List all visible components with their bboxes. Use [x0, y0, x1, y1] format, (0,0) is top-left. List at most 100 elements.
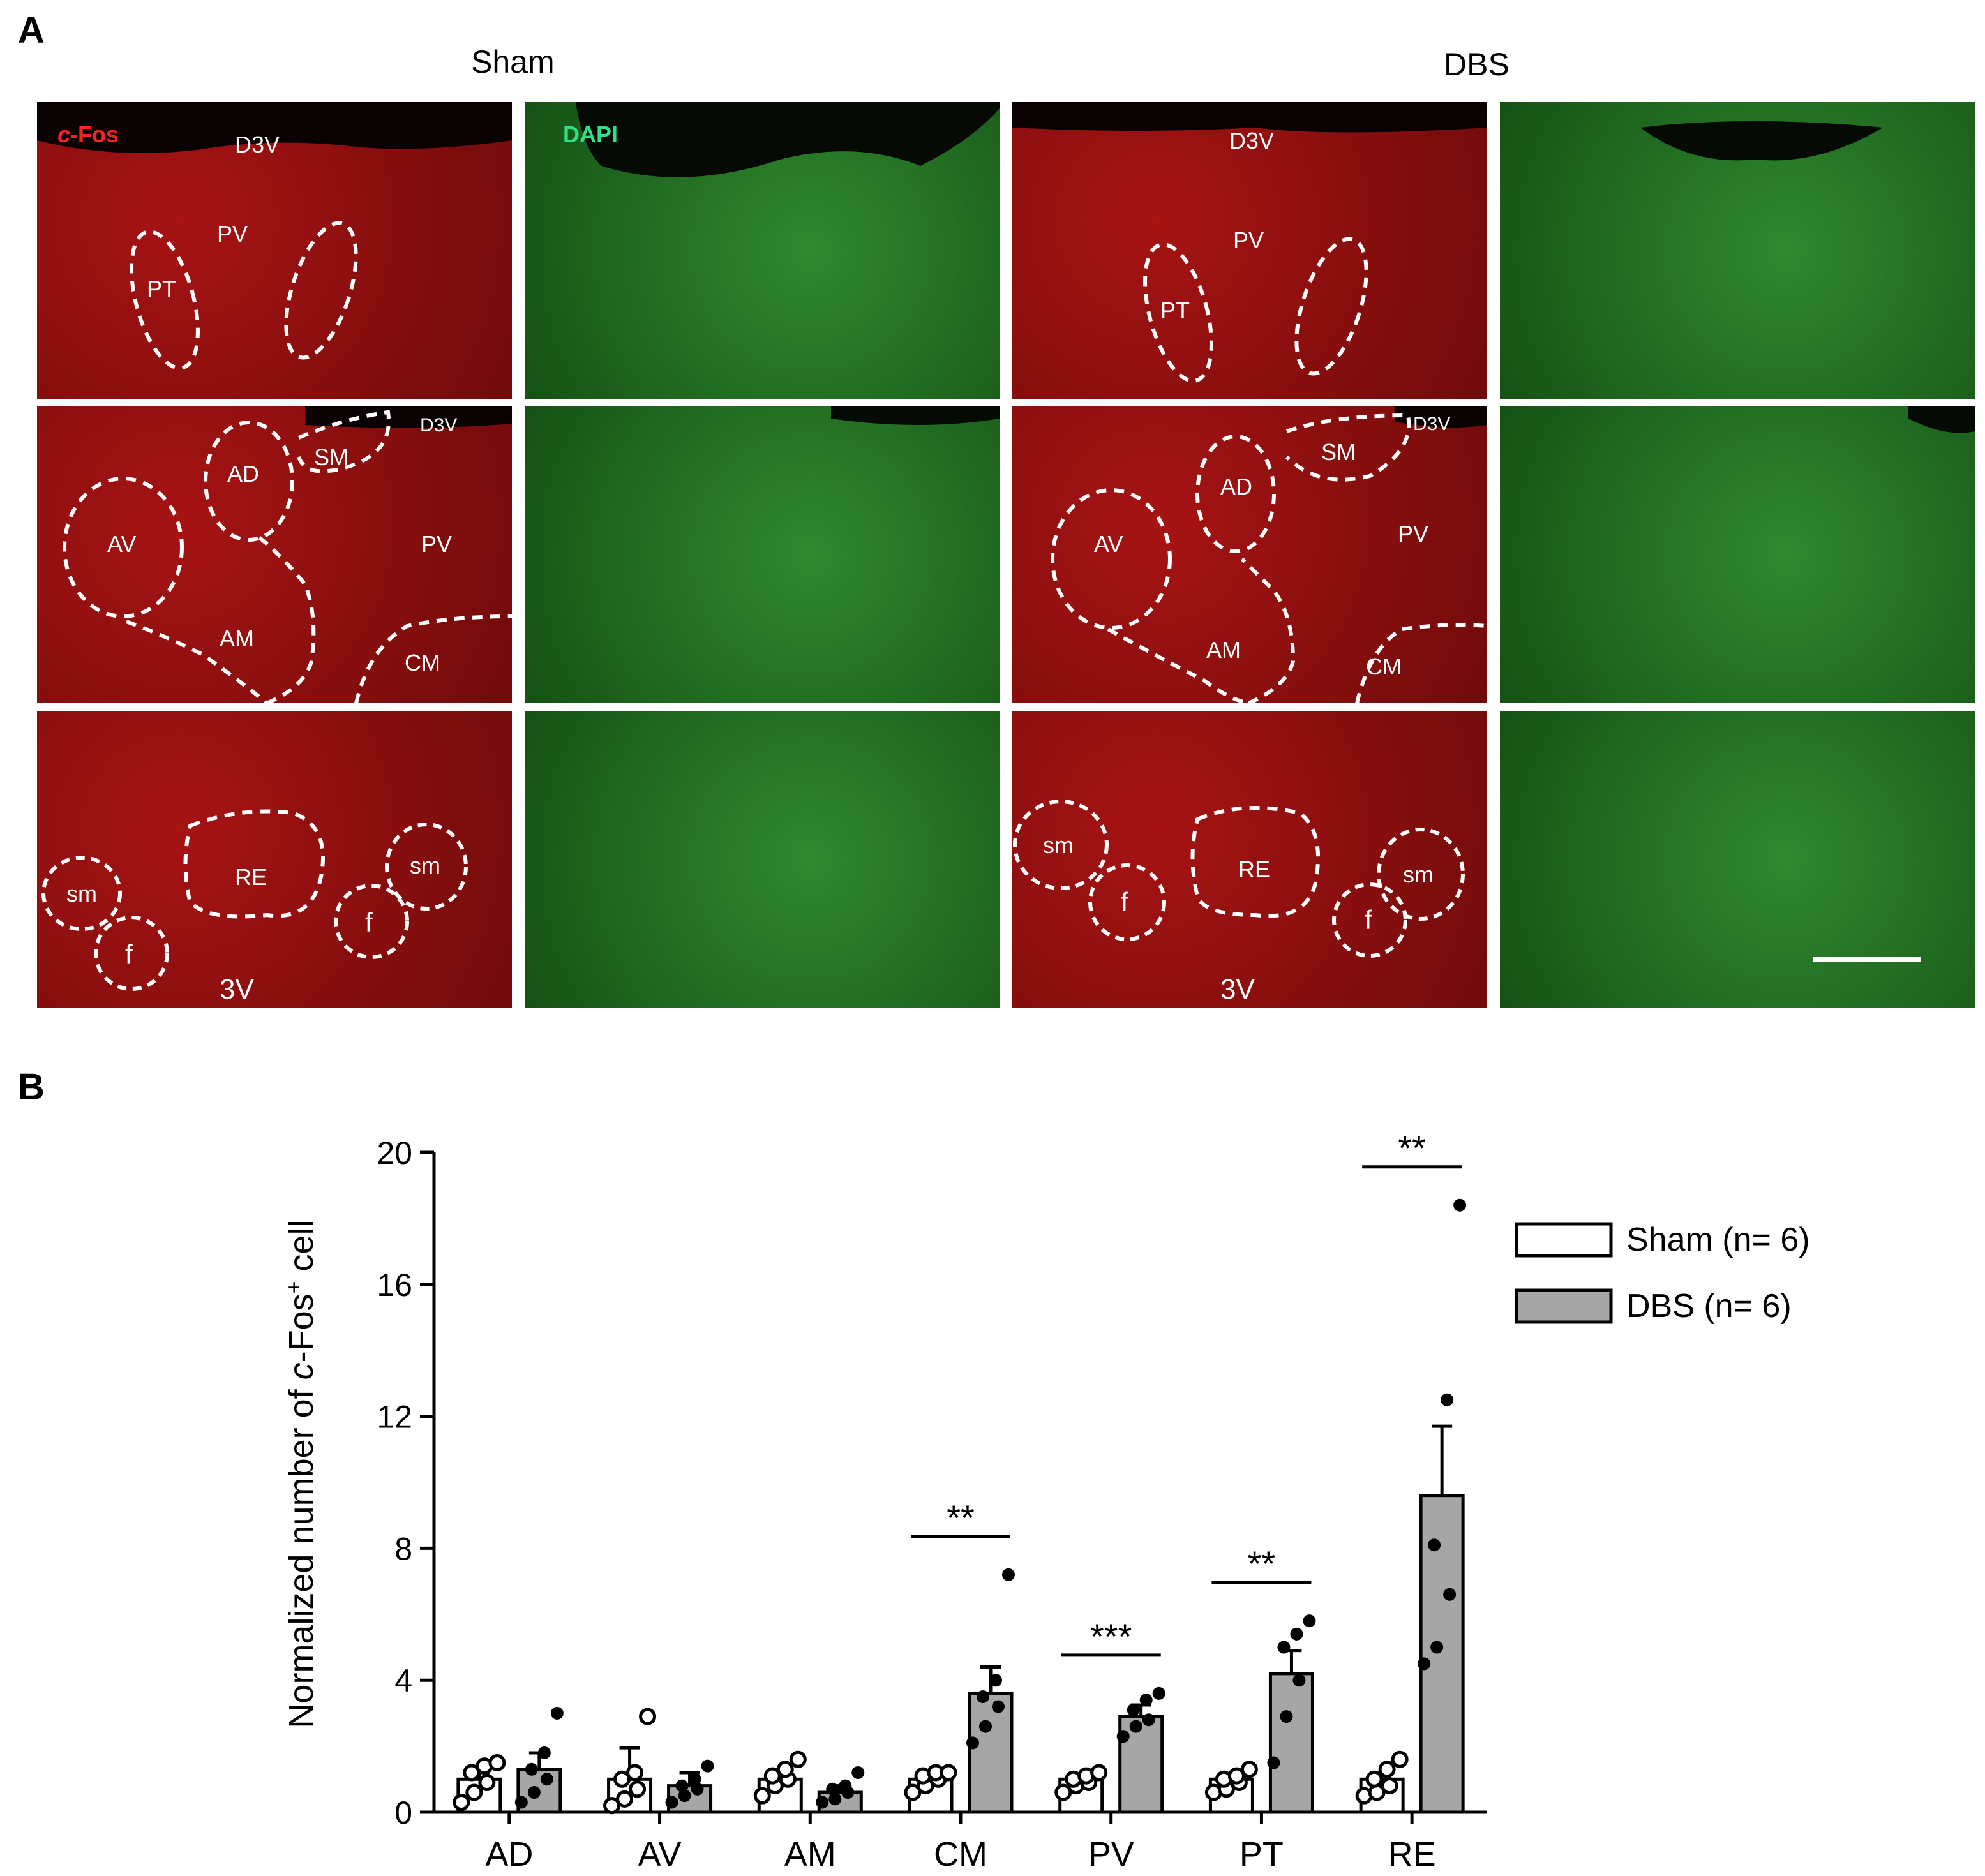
row3-dbs-re: RE: [1238, 856, 1271, 882]
cfos-stain-label: c-Fos: [57, 121, 119, 148]
sham-point: [488, 1753, 506, 1771]
sham-point: [940, 1764, 957, 1782]
sham-point: [639, 1708, 657, 1725]
dbs-point: [525, 1762, 538, 1776]
sham-cfos-row3-image: sm f RE sm f 3V: [37, 711, 512, 1008]
dbs-point: [1142, 1713, 1155, 1727]
row3-sham-sm-right: sm: [410, 852, 440, 879]
sham-title: Sham: [471, 44, 555, 80]
y-tick-label: 12: [377, 1399, 412, 1435]
sham-point: [629, 1780, 647, 1798]
row2-dbs-ad: AD: [1220, 473, 1253, 500]
dbs-point: [977, 1690, 989, 1704]
legend-swatch-sham: [1515, 1222, 1613, 1258]
y-tick-label: 0: [394, 1795, 412, 1831]
dbs-bar-re: [1419, 1494, 1465, 1814]
dbs-point: [1139, 1694, 1153, 1707]
dbs-dapi-row2-image: [1500, 406, 1975, 703]
dbs-point: [1267, 1756, 1280, 1769]
row3-sham-re: RE: [235, 864, 267, 890]
significance-stars-pv: ***: [1090, 1616, 1132, 1656]
significance-stars-cm: **: [947, 1498, 975, 1538]
x-tick-label-pt: PT: [1240, 1835, 1284, 1873]
sham-point: [763, 1767, 781, 1785]
dbs-point: [1292, 1674, 1306, 1687]
dbs-point: [1152, 1686, 1165, 1700]
dbs-point: [540, 1773, 553, 1786]
sham-point: [626, 1764, 644, 1782]
dbs-point: [851, 1766, 865, 1779]
dbs-point: [1443, 1588, 1457, 1601]
dbs-point: [1290, 1627, 1303, 1641]
dbs-point: [665, 1796, 678, 1809]
row2-sham-sm: SM: [314, 444, 348, 470]
dbs-point: [989, 1674, 1002, 1687]
dbs-point: [1116, 1730, 1130, 1743]
row3-dbs-f-right: f: [1365, 905, 1372, 935]
row2-dbs-am: AM: [1206, 637, 1241, 663]
row1-sham-d3v: D3V: [235, 131, 280, 158]
panel-b-letter: B: [18, 1066, 45, 1108]
row3-dbs-sm-left: sm: [1043, 832, 1074, 858]
sham-point: [465, 1783, 483, 1801]
sham-dapi-row2-image: [525, 406, 1000, 703]
dbs-point: [1277, 1641, 1291, 1654]
row2-sham-ad: AD: [227, 461, 260, 487]
dbs-point: [1280, 1710, 1293, 1723]
cfos-rest: -Fos: [70, 121, 119, 147]
row3-sham-f-right: f: [365, 907, 373, 937]
dbs-point: [550, 1706, 564, 1720]
sham-point: [904, 1783, 922, 1801]
dbs-point: [514, 1796, 528, 1809]
row2-dbs-pv: PV: [1398, 521, 1429, 547]
cfos-bar-chart: 0 4 8 12 16 20 AD AV AM CM PV PT RE ** *** ** ** Sham (…: [0, 1110, 1985, 1876]
dbs-point: [701, 1759, 714, 1773]
dbs-point: [688, 1773, 701, 1786]
panel-a-letter: A: [18, 10, 45, 51]
dbs-point: [1129, 1720, 1142, 1733]
x-tick-label-am: AM: [784, 1835, 836, 1873]
y-tick-label: 4: [394, 1663, 412, 1699]
dbs-bar-pt: [1268, 1672, 1314, 1814]
x-tick-label-pv: PV: [1088, 1835, 1134, 1873]
row2-sham-d3v: D3V: [420, 415, 458, 436]
row3-dbs-3v: 3V: [1220, 974, 1255, 1005]
dbs-point: [816, 1796, 829, 1809]
x-tick-label-re: RE: [1388, 1835, 1436, 1873]
sham-dapi-row1-image: DAPI: [525, 102, 1000, 399]
y-tick-label: 16: [377, 1267, 412, 1303]
row2-dbs-sm: SM: [1321, 439, 1356, 465]
legend-label-sham: Sham (n= 6): [1626, 1221, 1810, 1258]
sham-point: [616, 1790, 634, 1808]
cfos-c-italic: c: [57, 121, 71, 147]
row1-sham-pv: PV: [217, 221, 248, 247]
row2-sham-am: AM: [220, 625, 254, 651]
dbs-point: [1441, 1393, 1454, 1406]
sham-point: [613, 1770, 631, 1788]
row1-dbs-pv: PV: [1233, 227, 1264, 253]
sham-point: [1378, 1761, 1396, 1778]
sham-point: [753, 1787, 771, 1805]
dbs-cfos-row1-image: D3V PV PT: [1012, 102, 1487, 399]
dbs-point: [966, 1736, 979, 1750]
sham-point: [1054, 1783, 1072, 1801]
dbs-point: [1418, 1657, 1431, 1671]
dbs-point: [992, 1700, 1005, 1713]
sham-cfos-row1-image: c-Fos D3V PV PT: [37, 102, 512, 399]
dbs-cfos-row3-image: sm f RE sm f 3V: [1012, 711, 1487, 1008]
dbs-point: [675, 1779, 689, 1792]
y-axis-label: Normalized number of c-Fos+ cell: [282, 1219, 320, 1728]
row3-sham-f-left: f: [125, 939, 133, 969]
legend-label-dbs: DBS (n= 6): [1626, 1288, 1792, 1325]
row3-sham-sm-left: sm: [66, 881, 97, 907]
dbs-point: [826, 1782, 839, 1796]
dbs-dapi-row3-image: [1500, 711, 1975, 1008]
significance-stars-pt: **: [1248, 1544, 1276, 1584]
x-tick-label-ad: AD: [485, 1835, 533, 1873]
sham-point: [1391, 1750, 1409, 1768]
sham-point: [1090, 1764, 1108, 1782]
dbs-point: [1002, 1568, 1015, 1581]
dbs-point: [828, 1792, 842, 1806]
sham-point: [1227, 1767, 1245, 1785]
